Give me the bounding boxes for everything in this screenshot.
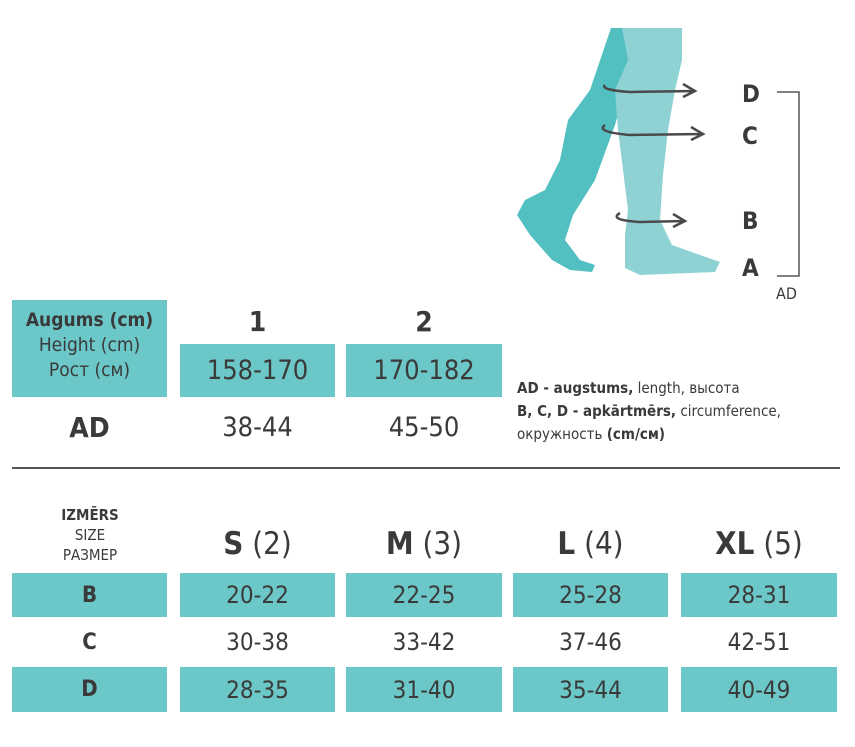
legend-ad-desc: length, высота	[633, 379, 740, 397]
size-header-lv: IZMĒRS	[61, 506, 119, 524]
measure-arrows	[601, 82, 706, 229]
legend: AD - augstums, length, высота B, C, D - …	[517, 377, 781, 446]
ad-value-2: 45-50	[388, 412, 460, 443]
label-d: D	[742, 80, 760, 108]
size-value: 22-25	[346, 573, 502, 617]
size-value: 30-38	[226, 628, 289, 656]
legend-bcd-desc: circumference,	[676, 402, 781, 420]
size-col-3: XL (5)	[681, 520, 837, 568]
size-value: 42-51	[727, 628, 791, 656]
size-value: 31-40	[346, 667, 502, 712]
size-col-0: S (2)	[180, 520, 335, 568]
label-ad: AD	[776, 284, 797, 303]
arrow-b	[615, 211, 688, 229]
size-header-en: SIZE	[74, 526, 106, 544]
size-value: 40-49	[681, 667, 837, 712]
size-col-2: L (4)	[513, 520, 668, 568]
label-a: A	[742, 254, 759, 282]
size-value: 35-44	[513, 667, 668, 712]
legend-ad-term: AD - augstums,	[517, 379, 634, 397]
height-header-cell: Augums (cm) Height (cm) Рост (см)	[12, 300, 167, 397]
height-col-1: 1	[248, 304, 267, 338]
row-label-2: D	[12, 667, 167, 712]
label-c: C	[742, 122, 758, 150]
size-number: (3)	[422, 526, 463, 562]
size-number: (2)	[252, 526, 292, 562]
size-header-ru: РАЗМЕР	[62, 546, 118, 564]
ad-bracket	[777, 91, 800, 277]
size-value: 28-35	[180, 667, 335, 712]
size-header-cell: IZMĒRS SIZE РАЗМЕР	[40, 505, 140, 565]
height-header-ru: Рост (см)	[48, 359, 131, 381]
size-letter: L	[557, 526, 576, 562]
size-letter: M	[385, 526, 414, 562]
size-value: 33-42	[392, 628, 456, 656]
arrow-c	[601, 123, 706, 142]
back-leg	[517, 28, 630, 272]
height-col-2: 2	[415, 304, 433, 338]
legend-ru: окружность	[517, 425, 607, 443]
size-value: 25-28	[513, 573, 668, 617]
legend-unit: (cm/см)	[606, 425, 666, 443]
legend-bcd-term: B, C, D - apkārtmērs,	[517, 402, 677, 420]
row-label-0: B	[12, 573, 167, 617]
height-header-lv: Augums (cm)	[25, 309, 154, 331]
height-range-1: 158-170	[180, 344, 335, 397]
size-value: 28-31	[681, 573, 837, 617]
size-letter: S	[223, 526, 244, 562]
row-label-1: C	[82, 629, 97, 655]
size-value: 37-46	[559, 628, 622, 656]
label-b: B	[742, 207, 759, 235]
size-letter: XL	[715, 526, 755, 562]
arrow-d	[603, 82, 698, 99]
height-range-2: 170-182	[346, 344, 502, 397]
size-value: 20-22	[180, 573, 335, 617]
height-header-en: Height (cm)	[38, 334, 141, 356]
divider	[12, 467, 840, 469]
front-leg	[615, 28, 720, 275]
size-col-1: M (3)	[346, 520, 502, 568]
size-number: (5)	[763, 526, 803, 562]
leg-diagram	[517, 28, 800, 277]
size-number: (4)	[584, 526, 624, 562]
ad-value-1: 38-44	[222, 412, 293, 443]
ad-row-label: AD	[69, 411, 110, 444]
